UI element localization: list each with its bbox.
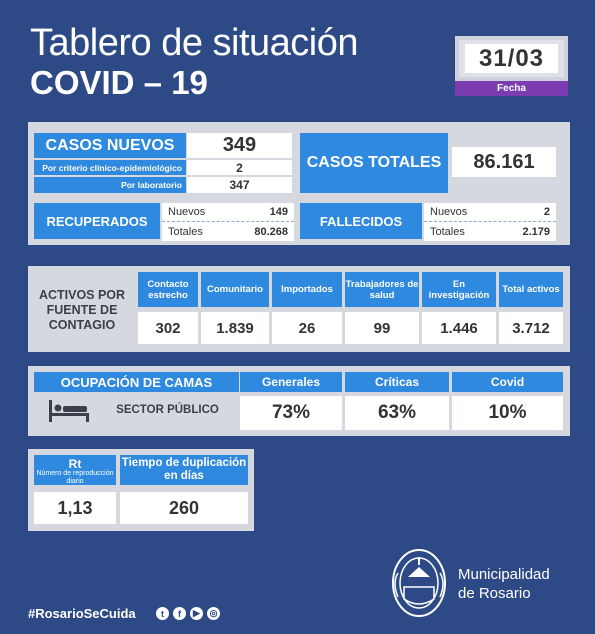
activos-col-contacto-label: Contacto estrecho [138,272,198,307]
casos-nuevos-sub1-label: Por criterio clínico-epidemiológico [34,160,186,175]
date-box: 31/03 [455,36,568,81]
casos-totales-value: 86.161 [452,147,556,177]
activos-col-investigacion-value: 1.446 [422,312,496,344]
recuperados-nuevos-label: Nuevos [168,206,206,218]
recuperados-label: RECUPERADOS [34,203,160,239]
youtube-icon[interactable]: ▶ [190,607,203,620]
org-name-line1: Municipalidad [458,566,550,583]
org-name-line2: de Rosario [458,585,531,602]
fallecidos-totales-value: 2.179 [522,225,550,238]
recuperados-nuevos-value: 149 [269,206,288,218]
activos-col-contacto-value: 302 [138,312,198,344]
camas-label: OCUPACIÓN DE CAMAS [34,372,239,392]
activos-col-comunitario-value: 1.839 [201,312,269,344]
rt-label: Rt [68,457,82,471]
crest-logo-icon [392,549,446,617]
recuperados-totales-value: 80.268 [254,225,288,238]
activos-col-total-label: Total activos [499,272,563,307]
date-value: 31/03 [465,44,558,73]
page-subtitle: COVID – 19 [30,64,208,101]
casos-nuevos-label: CASOS NUEVOS [34,133,186,158]
camas-criticas-label: Críticas [345,372,449,392]
duplicacion-label: Tiempo de duplicación en días [120,455,248,485]
camas-covid-value: 10% [452,396,563,430]
casos-nuevos-sub2-value: 347 [187,177,292,193]
fallecidos-box: Nuevos 2 Totales 2.179 [424,203,556,241]
rt-value: 1,13 [34,492,116,524]
fallecidos-totales-label: Totales [430,225,465,238]
casos-nuevos-value: 349 [187,133,292,158]
camas-generales-label: Generales [240,372,342,392]
rt-sublabel: Número de reproducción diario [36,470,114,485]
twitter-icon[interactable]: t [156,607,169,620]
activos-col-comunitario-label: Comunitario [201,272,269,307]
facebook-icon[interactable]: f [173,607,186,620]
recuperados-box: Nuevos 149 Totales 80.268 [162,203,294,241]
recuperados-totales-label: Totales [168,225,203,238]
casos-nuevos-sub1-value: 2 [187,160,292,175]
fallecidos-nuevos-label: Nuevos [430,206,468,218]
activos-col-trabajadores-value: 99 [345,312,419,344]
activos-label: ACTIVOS POR FUENTE DE CONTAGIO [38,288,126,332]
rt-header: Rt Número de reproducción diario [34,455,116,485]
hashtag[interactable]: #RosarioSeCuida [28,606,136,621]
sector-label: SECTOR PÚBLICO [116,404,219,416]
instagram-icon[interactable]: ◎ [207,607,220,620]
activos-col-total-value: 3.712 [499,312,563,344]
page-title: Tablero de situación [30,22,359,64]
activos-col-investigacion-label: En investigación [422,272,496,307]
date-label: Fecha [455,81,568,96]
fallecidos-nuevos-value: 2 [543,206,550,218]
activos-col-importados-label: Importados [272,272,342,307]
camas-criticas-value: 63% [345,396,449,430]
camas-generales-value: 73% [240,396,342,430]
activos-col-importados-value: 26 [272,312,342,344]
casos-totales-label: CASOS TOTALES [300,133,448,193]
casos-nuevos-sub2-label: Por laboratorio [34,177,186,193]
bed-icon [49,400,89,422]
org-name: Municipalidad de Rosario [458,565,550,603]
activos-col-trabajadores-label: Trabajadores de salud [345,272,419,307]
duplicacion-value: 260 [120,492,248,524]
fallecidos-label: FALLECIDOS [300,203,422,239]
camas-covid-label: Covid [452,372,563,392]
